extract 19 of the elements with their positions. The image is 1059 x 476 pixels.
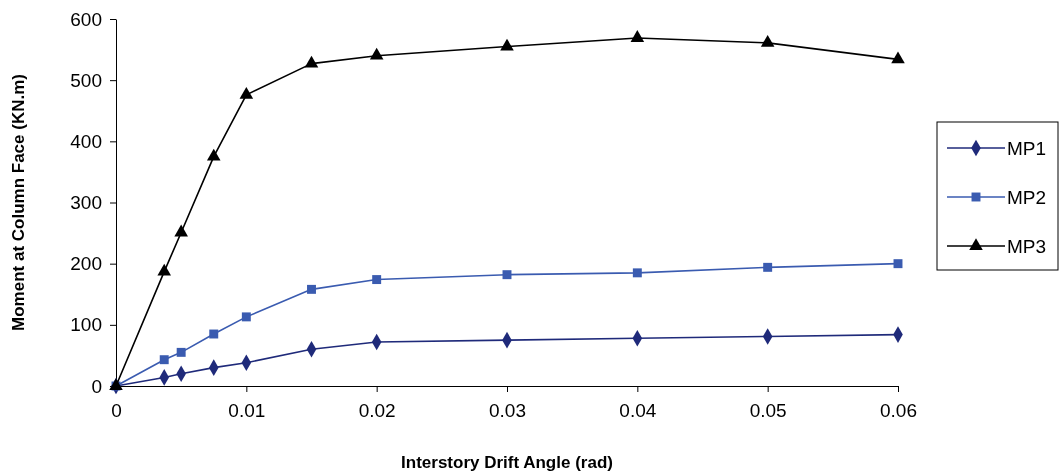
y-tick-label: 500 [70,69,102,91]
x-tick-label: 0 [111,400,122,422]
x-tick-label: 0.04 [619,400,657,422]
y-tick-label: 200 [70,253,102,275]
x-tick-label: 0.02 [358,400,396,422]
y-tick-label: 300 [70,192,102,214]
x-tick-label: 0.01 [228,400,266,422]
y-axis-title: Moment at Column Face (KN.m) [9,74,28,331]
y-tick-label: 0 [91,375,102,397]
y-tick-label: 400 [70,130,102,152]
legend-label: MP2 [1007,187,1047,208]
x-tick-label: 0.06 [880,400,917,422]
y-tick-label: 100 [70,314,102,336]
y-tick-label: 600 [70,8,102,30]
x-tick-label: 0.03 [489,400,526,422]
x-tick-label: 0.05 [749,400,787,422]
legend-label: MP1 [1007,138,1047,159]
legend-label: MP3 [1007,236,1047,257]
x-axis-title: Interstory Drift Angle (rad) [401,453,613,472]
